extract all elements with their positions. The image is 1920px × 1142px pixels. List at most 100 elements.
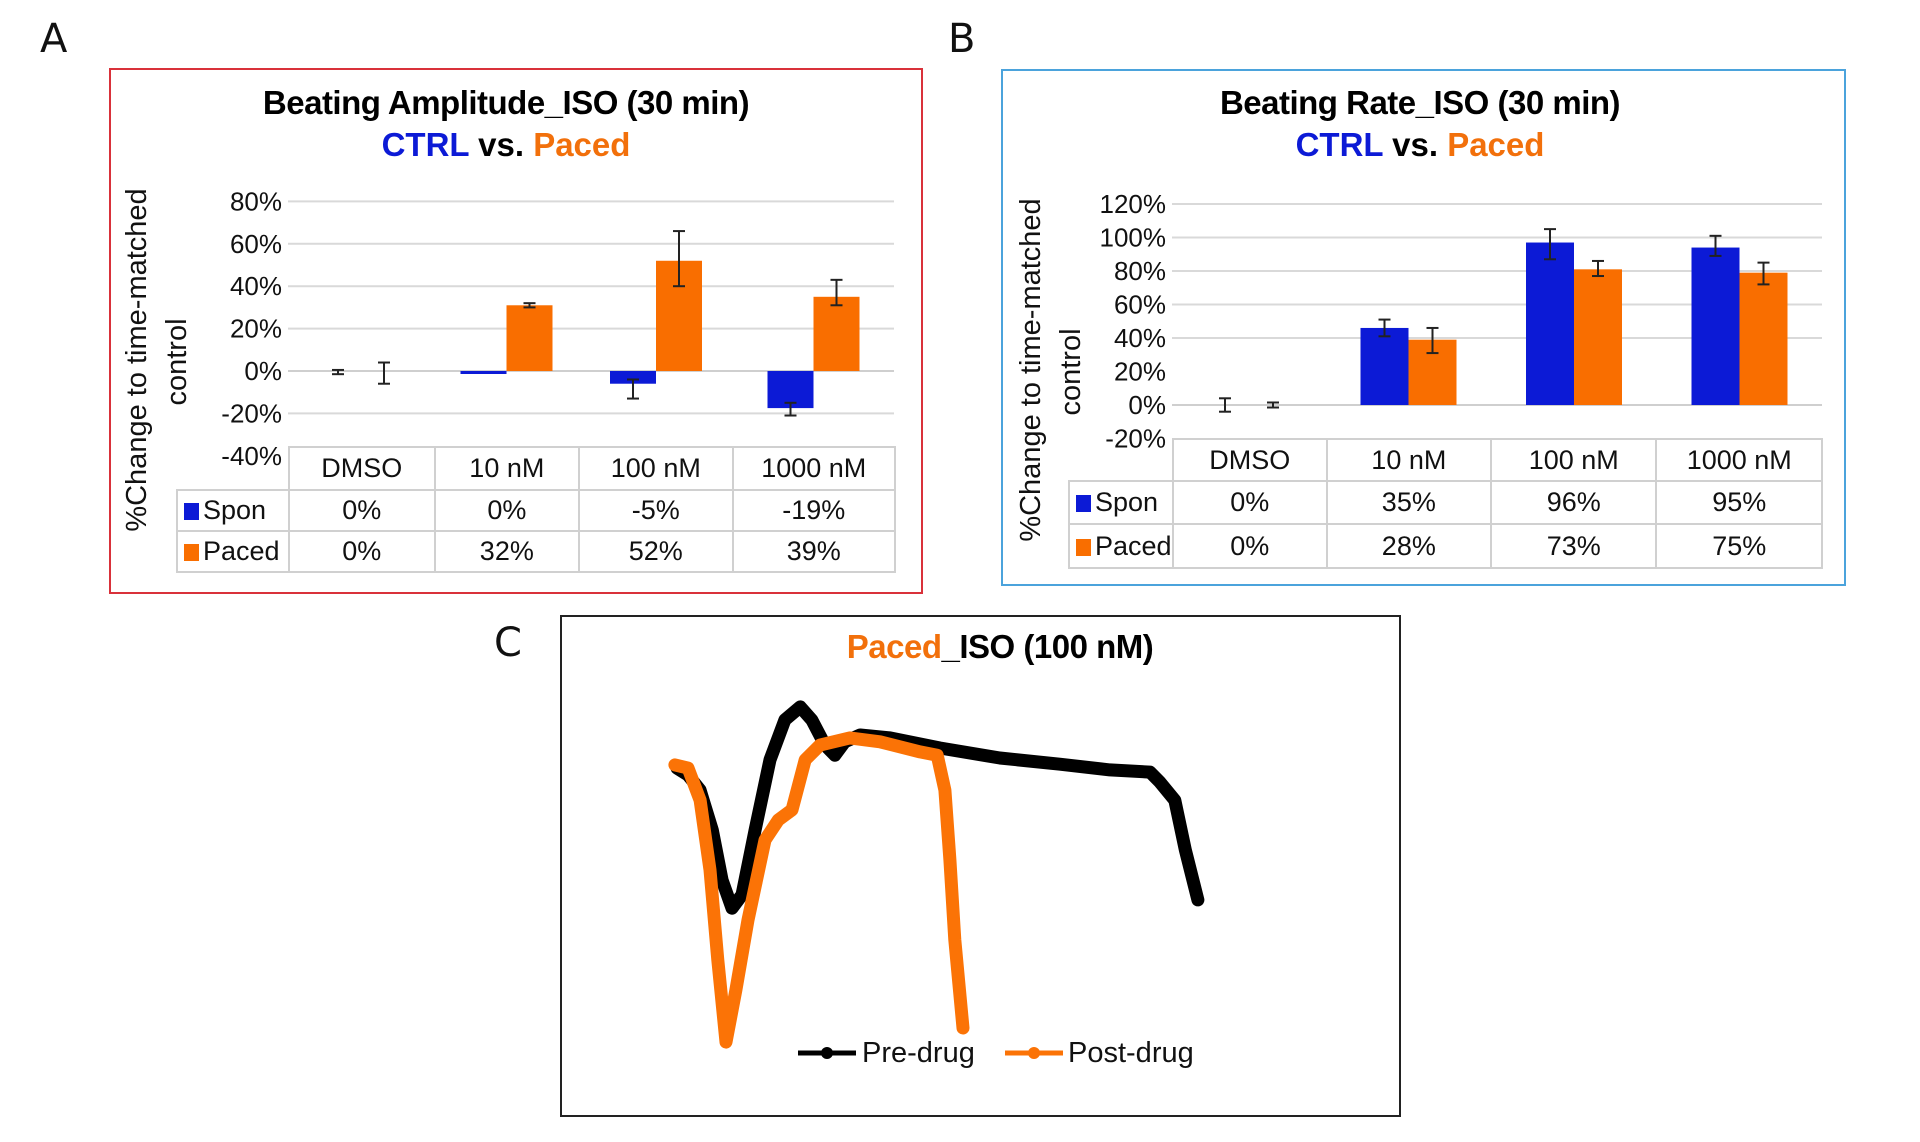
table-cell: 0% (287, 489, 436, 532)
legend-label: Post-drug (1068, 1037, 1194, 1069)
error-bar (1709, 234, 1722, 257)
legend-marker (821, 1047, 833, 1059)
legend-key-paced: Paced (1068, 523, 1174, 569)
bar-spon (460, 371, 507, 374)
subtitle-vs: vs. (1382, 126, 1448, 163)
table-cell: 96% (1490, 480, 1658, 525)
table-cell: 0% (1171, 480, 1328, 525)
y-tick-label: 60% (1114, 290, 1166, 320)
bar-paced (506, 305, 553, 371)
legend-key-spon: Spon (1068, 480, 1174, 525)
error-bar (1757, 261, 1770, 286)
legend-label: Pre-drug (862, 1037, 975, 1069)
panel-label-b: B (948, 16, 976, 62)
table-cell: -19% (731, 489, 897, 532)
error-bar (830, 278, 843, 307)
legend-swatch-spon (1076, 495, 1091, 512)
table-row-spon: Spon 0% 0% -5% -19% (176, 489, 897, 532)
table-header-row: DMSO 10 nM 100 nM 1000 nM (1069, 438, 1823, 482)
table-header-cell: 100 nM (578, 446, 734, 491)
error-bar (1378, 318, 1391, 338)
bar-paced (1574, 269, 1622, 405)
table-cell: 28% (1325, 523, 1493, 569)
y-tick-label: 40% (230, 271, 282, 301)
subtitle-vs: vs. (468, 126, 534, 163)
error-bar (523, 302, 536, 309)
table-header-cell: DMSO (1171, 438, 1328, 482)
y-tick-label: 0% (244, 356, 282, 386)
legend-label: Spon (1095, 487, 1159, 517)
table-cell: 0% (287, 530, 436, 573)
bar-spon (1526, 242, 1574, 405)
legend-label: Paced (1095, 530, 1172, 561)
chart-b-data-table: DMSO 10 nM 100 nM 1000 nM Spon 0% 35% 96… (1068, 438, 1823, 569)
subtitle-paced: Paced (1447, 126, 1545, 163)
table-header-cell: DMSO (287, 446, 436, 491)
error-bar (784, 401, 797, 417)
title-paced: Paced (846, 628, 942, 665)
error-bar (1592, 259, 1604, 278)
bar-spon (1691, 247, 1740, 405)
subtitle-ctrl: CTRL (381, 126, 469, 163)
legend-key-spon: Spon (176, 489, 290, 532)
error-bar (378, 361, 390, 385)
legend-label: Spon (203, 495, 267, 525)
y-tick-label: 20% (230, 314, 282, 344)
error-bar (1544, 228, 1556, 261)
error-bar (1267, 401, 1279, 409)
table-cell: 32% (433, 530, 581, 573)
chart-c-title: Paced_ISO (100 nM) (780, 628, 1220, 666)
table-row-paced: Paced 0% 28% 73% 75% (1068, 523, 1823, 569)
table-cell: -5% (578, 489, 734, 532)
table-cell: 95% (1655, 480, 1823, 525)
table-header-cell: 1000 nM (1655, 438, 1823, 482)
legend-key-paced: Paced (176, 530, 290, 573)
y-tick-label: 120% (1100, 189, 1167, 219)
y-tick-label: 80% (230, 186, 282, 216)
table-row-spon: Spon 0% 35% 96% 95% (1068, 480, 1823, 525)
y-tick-label: -40% (221, 441, 282, 471)
y-tick-label: -20% (221, 398, 282, 428)
y-tick-label: 20% (1114, 357, 1166, 387)
line-pre-drug (670, 700, 1205, 915)
table-cell: 52% (578, 530, 734, 573)
table-cell: 35% (1325, 480, 1493, 525)
legend-swatch-paced (184, 544, 199, 561)
error-bar (673, 230, 685, 288)
subtitle-paced: Paced (533, 126, 631, 163)
chart-a-title: Beating Amplitude_ISO (30 min) (262, 84, 750, 121)
table-cell: 73% (1490, 523, 1658, 569)
panel-label-c: C (494, 620, 522, 666)
bar-paced (1739, 272, 1788, 405)
table-cell: 0% (1171, 523, 1328, 569)
table-cell: 39% (731, 530, 897, 573)
table-row-paced: Paced 0% 32% 52% 39% (176, 530, 897, 573)
error-bar (1219, 397, 1231, 413)
bar-spon (610, 371, 656, 384)
error-bar (332, 368, 344, 376)
y-tick-label: 60% (230, 229, 282, 259)
y-tick-label: 40% (1114, 323, 1166, 353)
subtitle-ctrl: CTRL (1295, 126, 1383, 163)
chart-a-data-table: DMSO 10 nM 100 nM 1000 nM Spon 0% 0% -5%… (176, 446, 897, 573)
table-header-cell: 1000 nM (731, 446, 897, 491)
error-bar (627, 378, 639, 400)
legend-marker (1028, 1047, 1040, 1059)
legend-swatch-paced (1076, 538, 1091, 556)
y-tick-label: 80% (1114, 256, 1166, 286)
legend-item-pre-drug: Pre-drug (798, 1037, 975, 1069)
title-iso: _ISO (100 nM) (941, 628, 1154, 665)
y-tick-label: -20% (1105, 424, 1166, 454)
error-bar (1426, 326, 1439, 355)
line-post-drug (668, 731, 970, 1049)
y-tick-label: 0% (1128, 390, 1166, 420)
table-header-cell: 100 nM (1490, 438, 1658, 482)
chart-a-subtitle: CTRL vs. Paced (226, 126, 786, 164)
bar-spon (1360, 327, 1409, 405)
panel-label-a: A (40, 16, 68, 62)
bar-paced (813, 296, 860, 371)
chart-b-subtitle: CTRL vs. Paced (1140, 126, 1700, 164)
